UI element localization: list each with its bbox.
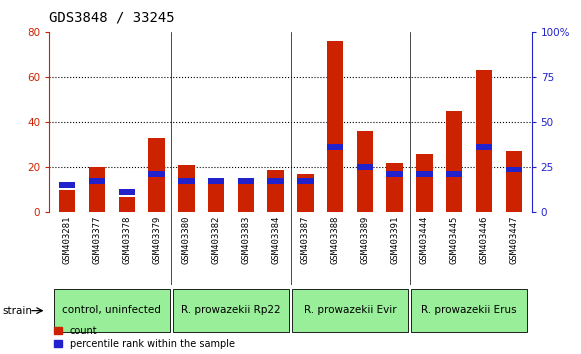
Bar bbox=[89, 167, 105, 212]
Bar bbox=[386, 171, 403, 177]
Bar bbox=[327, 41, 343, 212]
Text: GSM403391: GSM403391 bbox=[390, 216, 399, 264]
Text: GSM403447: GSM403447 bbox=[510, 216, 518, 264]
Text: GSM403382: GSM403382 bbox=[211, 216, 221, 264]
Bar bbox=[327, 144, 343, 150]
Bar bbox=[411, 290, 527, 332]
Bar bbox=[238, 178, 254, 184]
Bar bbox=[173, 290, 289, 332]
Bar bbox=[59, 190, 76, 212]
Legend: count, percentile rank within the sample: count, percentile rank within the sample bbox=[54, 326, 235, 349]
Bar bbox=[148, 138, 165, 212]
Bar bbox=[208, 178, 224, 212]
Bar bbox=[446, 111, 462, 212]
Bar bbox=[208, 178, 224, 184]
Text: GSM403389: GSM403389 bbox=[360, 216, 370, 264]
Bar bbox=[297, 174, 314, 212]
Bar bbox=[54, 290, 170, 332]
Text: R. prowazekii Erus: R. prowazekii Erus bbox=[421, 305, 517, 315]
Bar bbox=[119, 189, 135, 195]
Bar bbox=[357, 165, 373, 170]
Text: GSM403379: GSM403379 bbox=[152, 216, 161, 264]
Bar bbox=[446, 171, 462, 177]
Bar bbox=[505, 152, 522, 212]
Text: GSM403380: GSM403380 bbox=[182, 216, 191, 264]
Text: GSM403378: GSM403378 bbox=[122, 216, 131, 264]
Text: GSM403444: GSM403444 bbox=[420, 216, 429, 264]
Text: strain: strain bbox=[3, 306, 33, 316]
Text: R. prowazekii Rp22: R. prowazekii Rp22 bbox=[181, 305, 281, 315]
Bar bbox=[89, 178, 105, 184]
Bar bbox=[267, 178, 284, 184]
Bar bbox=[505, 167, 522, 172]
Bar bbox=[59, 183, 76, 188]
Bar bbox=[178, 178, 195, 184]
Bar bbox=[416, 171, 433, 177]
Text: GSM403281: GSM403281 bbox=[63, 216, 71, 264]
Bar bbox=[386, 163, 403, 212]
Text: GSM403388: GSM403388 bbox=[331, 216, 340, 264]
Bar bbox=[292, 290, 408, 332]
Bar bbox=[119, 196, 135, 212]
Bar bbox=[297, 178, 314, 184]
Bar bbox=[267, 170, 284, 212]
Bar bbox=[178, 165, 195, 212]
Bar bbox=[476, 70, 492, 212]
Text: GSM403445: GSM403445 bbox=[450, 216, 459, 264]
Text: R. prowazekii Evir: R. prowazekii Evir bbox=[304, 305, 396, 315]
Text: GSM403377: GSM403377 bbox=[92, 216, 102, 264]
Bar bbox=[416, 154, 433, 212]
Bar bbox=[476, 144, 492, 150]
Bar bbox=[148, 171, 165, 177]
Bar bbox=[357, 131, 373, 212]
Text: GSM403383: GSM403383 bbox=[241, 216, 250, 264]
Text: GDS3848 / 33245: GDS3848 / 33245 bbox=[49, 11, 175, 25]
Text: GSM403446: GSM403446 bbox=[479, 216, 489, 264]
Text: GSM403384: GSM403384 bbox=[271, 216, 280, 264]
Text: control, uninfected: control, uninfected bbox=[63, 305, 162, 315]
Bar bbox=[238, 181, 254, 212]
Text: GSM403387: GSM403387 bbox=[301, 216, 310, 264]
